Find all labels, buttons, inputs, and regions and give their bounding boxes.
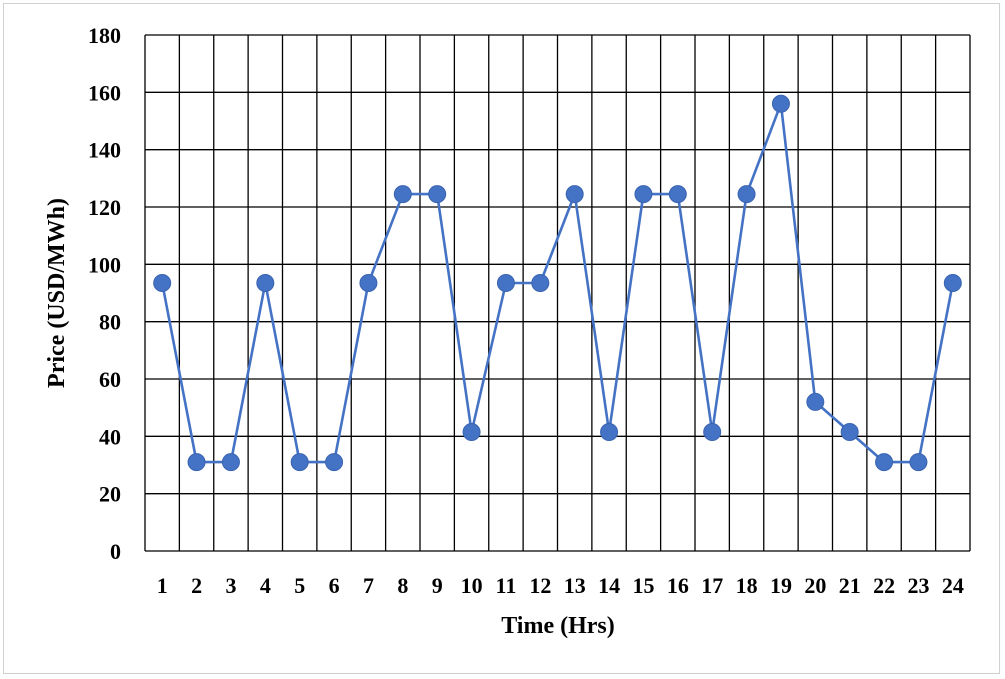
y-tick-label: 160 (88, 80, 121, 105)
x-tick-label: 17 (701, 573, 723, 598)
x-tick-label: 14 (598, 573, 620, 598)
x-tick-label: 2 (191, 573, 202, 598)
x-tick-label: 19 (770, 573, 792, 598)
data-point (496, 273, 515, 292)
data-point (668, 185, 687, 204)
data-point (428, 185, 447, 204)
chart-frame (3, 3, 1000, 674)
x-tick-label: 10 (461, 573, 483, 598)
data-point (737, 185, 756, 204)
data-point (462, 423, 481, 442)
data-point (187, 453, 206, 472)
x-tick-label: 24 (942, 573, 964, 598)
y-axis-ticks: 0 20 40 60 80 100 120 140 160 180 (88, 23, 121, 564)
y-tick-label: 0 (110, 539, 121, 564)
y-tick-label: 80 (99, 310, 121, 335)
data-point (806, 392, 825, 411)
x-tick-label: 3 (225, 573, 236, 598)
data-point (221, 453, 240, 472)
data-point (565, 185, 584, 204)
x-tick-label: 16 (667, 573, 689, 598)
data-point (153, 273, 172, 292)
data-point (359, 273, 378, 292)
grid (144, 34, 971, 552)
y-tick-label: 180 (88, 23, 121, 48)
x-tick-label: 13 (564, 573, 586, 598)
x-tick-label: 23 (907, 573, 929, 598)
data-point (290, 453, 309, 472)
data-point (325, 453, 344, 472)
y-tick-label: 100 (88, 252, 121, 277)
x-tick-label: 12 (529, 573, 551, 598)
data-point (909, 453, 928, 472)
data-point (840, 423, 859, 442)
y-tick-label: 40 (99, 424, 121, 449)
data-point (634, 185, 653, 204)
data-point (943, 273, 962, 292)
y-tick-label: 20 (99, 482, 121, 507)
y-tick-label: 60 (99, 367, 121, 392)
x-tick-label: 4 (260, 573, 271, 598)
x-tick-label: 20 (804, 573, 826, 598)
data-point (531, 273, 550, 292)
y-tick-label: 120 (88, 195, 121, 220)
data-point (393, 185, 412, 204)
x-tick-label: 18 (736, 573, 758, 598)
data-point (875, 453, 894, 472)
series (153, 94, 962, 472)
x-tick-label: 8 (397, 573, 408, 598)
x-tick-label: 6 (329, 573, 340, 598)
data-point (771, 94, 790, 113)
series-layer (153, 94, 962, 472)
x-axis-title: Time (Hrs) (501, 613, 615, 639)
x-tick-label: 15 (632, 573, 654, 598)
x-tick-label: 7 (363, 573, 374, 598)
data-point (256, 273, 275, 292)
data-point (600, 423, 619, 442)
x-tick-label: 21 (839, 573, 861, 598)
y-tick-label: 140 (88, 138, 121, 163)
y-axis-title: Price (USD/MWh) (44, 198, 70, 388)
x-tick-label: 22 (873, 573, 895, 598)
x-axis-ticks: 1 2 3 4 5 6 7 8 9 10 11 12 13 14 15 16 17 18 19 20 21 22 23 24 (157, 573, 964, 598)
data-point (703, 423, 722, 442)
x-tick-label: 1 (157, 573, 168, 598)
x-tick-label: 5 (294, 573, 305, 598)
x-tick-label: 9 (432, 573, 443, 598)
x-tick-label: 11 (496, 573, 517, 598)
